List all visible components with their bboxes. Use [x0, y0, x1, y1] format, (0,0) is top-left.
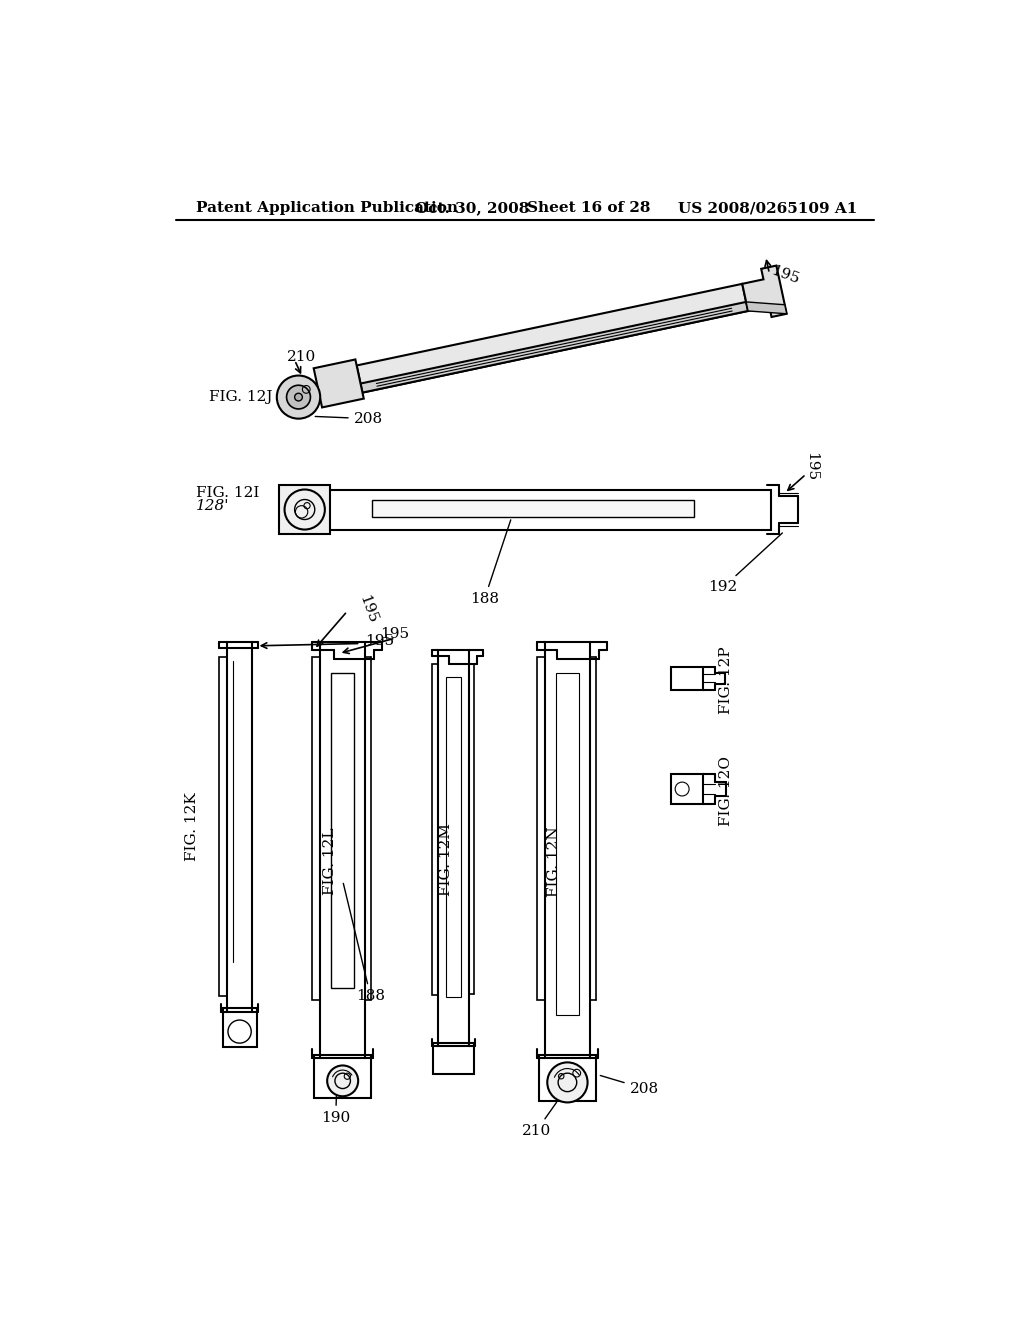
- Polygon shape: [360, 302, 749, 392]
- Text: FIG. 12J: FIG. 12J: [209, 391, 272, 404]
- Polygon shape: [356, 284, 749, 392]
- Text: 195: 195: [805, 451, 818, 480]
- Text: Patent Application Publication: Patent Application Publication: [197, 202, 458, 215]
- Bar: [438, 649, 469, 1047]
- Text: 210: 210: [522, 1102, 556, 1138]
- Bar: [321, 642, 366, 1057]
- Text: FIG. 12P: FIG. 12P: [719, 647, 732, 714]
- Bar: [538, 657, 545, 1001]
- Text: 190: 190: [322, 1096, 350, 1125]
- Text: Oct. 30, 2008: Oct. 30, 2008: [415, 202, 529, 215]
- Text: 208: 208: [315, 412, 383, 425]
- Circle shape: [287, 385, 310, 409]
- Text: Sheet 16 of 28: Sheet 16 of 28: [527, 202, 650, 215]
- Text: 128': 128': [197, 499, 229, 513]
- Bar: [433, 1043, 474, 1074]
- Text: FIG. 12N: FIG. 12N: [547, 826, 561, 896]
- Text: 195: 195: [380, 627, 409, 642]
- Bar: [445, 677, 461, 997]
- Text: 208: 208: [600, 1076, 658, 1096]
- Circle shape: [547, 1063, 588, 1102]
- Circle shape: [328, 1065, 358, 1096]
- Bar: [314, 1055, 372, 1098]
- Text: FIG. 12K: FIG. 12K: [184, 792, 199, 861]
- Bar: [671, 667, 703, 689]
- Polygon shape: [746, 302, 786, 314]
- Text: 210: 210: [287, 350, 316, 364]
- Bar: [322, 490, 771, 529]
- Text: 195: 195: [356, 593, 380, 624]
- Bar: [671, 775, 703, 804]
- Polygon shape: [742, 265, 786, 317]
- Bar: [312, 657, 321, 1001]
- Text: FIG. 12O: FIG. 12O: [719, 756, 732, 826]
- Bar: [222, 1008, 257, 1047]
- Text: FIG. 12I: FIG. 12I: [197, 486, 259, 500]
- Bar: [545, 642, 590, 1057]
- Text: 195: 195: [366, 634, 394, 648]
- Text: 195: 195: [769, 264, 802, 286]
- Circle shape: [295, 393, 302, 401]
- Bar: [227, 642, 252, 1011]
- Text: US 2008/0265109 A1: US 2008/0265109 A1: [678, 202, 858, 215]
- Bar: [280, 484, 330, 535]
- Bar: [372, 500, 693, 517]
- Text: 188: 188: [470, 520, 511, 606]
- Bar: [539, 1055, 596, 1101]
- Bar: [331, 673, 354, 989]
- Bar: [432, 664, 438, 995]
- Circle shape: [276, 376, 321, 418]
- Text: 188: 188: [343, 883, 385, 1003]
- Text: FIG. 12L: FIG. 12L: [323, 828, 337, 895]
- Text: 192: 192: [709, 533, 782, 594]
- Polygon shape: [313, 359, 364, 408]
- Bar: [556, 673, 579, 1015]
- Text: FIG. 12M: FIG. 12M: [438, 822, 453, 896]
- Bar: [219, 657, 227, 997]
